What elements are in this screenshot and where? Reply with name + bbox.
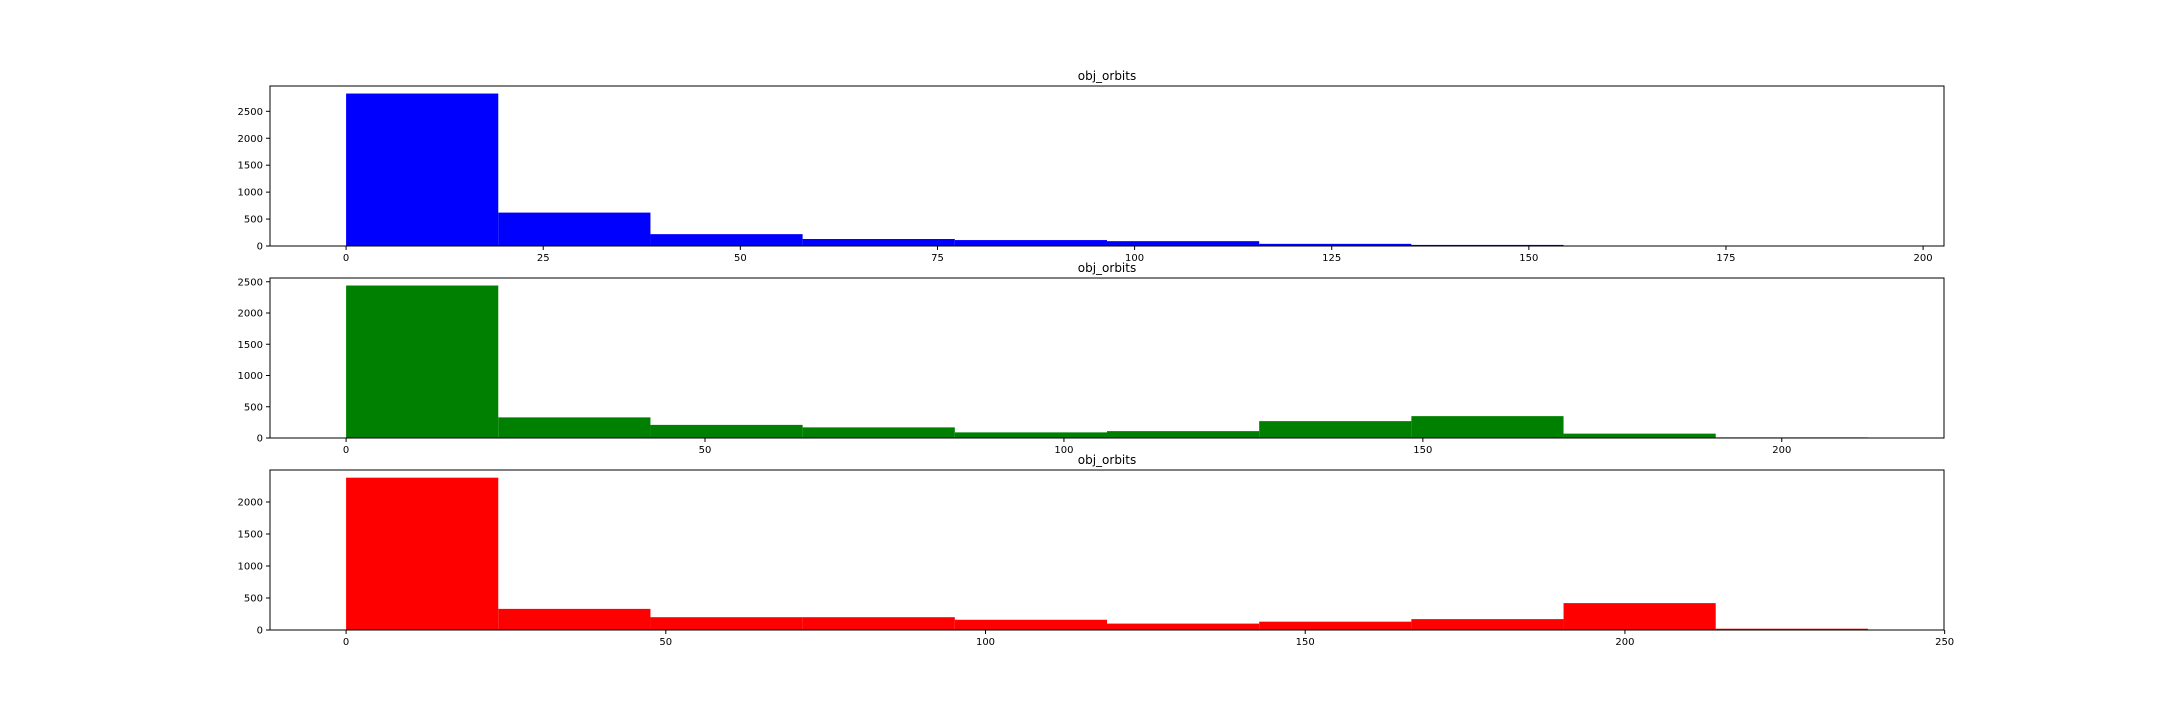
- subplot-3: 0 50 100 150 200 250 0 500 1000 1500 2000 obj_orbit…: [238, 453, 1955, 648]
- y-tick-label: 500: [244, 594, 263, 605]
- subplot-2: 0 50 100 150 20005001000150020002500obj_orbi…: [238, 261, 1945, 456]
- histogram-bar: [1411, 416, 1564, 439]
- y-tick-label: 1000: [238, 188, 263, 199]
- histogram-bar: [1107, 431, 1260, 439]
- x-tick-label: 100: [1054, 445, 1073, 456]
- x-tick-label: 175: [1716, 253, 1735, 264]
- histogram-bar: [346, 477, 499, 630]
- y-tick-label: 1500: [238, 530, 263, 541]
- y-tick-label: 2000: [238, 309, 263, 320]
- y-tick-label: 500: [244, 402, 263, 413]
- y-tick-label: 2000: [238, 498, 263, 509]
- axes-frame: [269, 469, 1945, 631]
- axes-frame: [269, 85, 1945, 247]
- axes-frame: [269, 277, 1945, 439]
- y-tick-label: 2500: [238, 277, 263, 288]
- histogram-bar: [1563, 603, 1716, 630]
- x-tick-label: 150: [1519, 253, 1538, 264]
- x-tick-label: 150: [1296, 637, 1315, 648]
- histogram-bar: [346, 285, 499, 438]
- x-tick-label: 150: [1413, 445, 1432, 456]
- histogram-bar: [954, 240, 1107, 246]
- histogram-bar: [650, 617, 803, 630]
- chart-title: obj_orbits: [1078, 453, 1136, 467]
- histogram-bar: [1411, 619, 1564, 630]
- histogram-bar: [802, 239, 955, 246]
- x-tick-label: 250: [1935, 637, 1954, 648]
- x-tick-label: 75: [931, 253, 944, 264]
- histogram-bar: [1563, 433, 1716, 439]
- histogram-bar: [1107, 241, 1260, 246]
- histogram-bar: [1259, 421, 1412, 439]
- x-tick-label: 50: [699, 445, 712, 456]
- x-tick-label: 50: [734, 253, 747, 264]
- histogram-bar: [498, 417, 651, 439]
- histogram-bar: [650, 234, 803, 246]
- x-tick-label: 0: [343, 253, 349, 264]
- x-tick-label: 0: [343, 445, 349, 456]
- y-tick-label: 500: [244, 215, 263, 226]
- histogram-bar: [954, 619, 1107, 630]
- histogram-bar: [1107, 623, 1260, 630]
- histogram-bar: [1259, 243, 1412, 246]
- x-tick-label: 200: [1772, 445, 1791, 456]
- subplot-1: 0 25 50 75 100 125 150 175 200050010001500200025…: [238, 69, 1945, 264]
- x-tick-label: 100: [1125, 253, 1144, 264]
- x-tick-label: 125: [1322, 253, 1341, 264]
- y-tick-label: 1500: [238, 161, 263, 172]
- chart-title: obj_orbits: [1078, 261, 1136, 275]
- chart-title: obj_orbits: [1078, 69, 1136, 83]
- histogram-bar: [1411, 244, 1564, 246]
- x-tick-label: 50: [659, 637, 672, 648]
- y-tick-label: 1500: [238, 340, 263, 351]
- histogram-bar: [346, 93, 499, 246]
- y-tick-label: 0: [257, 242, 263, 253]
- y-tick-label: 2500: [238, 107, 263, 118]
- x-tick-label: 200: [1914, 253, 1933, 264]
- histogram-bar: [954, 432, 1107, 439]
- x-tick-label: 200: [1615, 637, 1634, 648]
- x-tick-label: 25: [537, 253, 550, 264]
- histogram-bar: [498, 212, 651, 246]
- x-tick-label: 0: [343, 637, 349, 648]
- histogram-bar: [498, 608, 651, 630]
- histogram-bar: [802, 617, 955, 630]
- histogram-bar: [1715, 628, 1868, 630]
- y-tick-label: 1000: [238, 371, 263, 382]
- y-tick-label: 0: [257, 626, 263, 637]
- histogram-bar: [650, 424, 803, 439]
- histogram-bar: [802, 427, 955, 439]
- y-tick-label: 0: [257, 434, 263, 445]
- x-tick-label: 100: [976, 637, 995, 648]
- y-tick-label: 1000: [238, 562, 263, 573]
- histogram-bar: [1259, 621, 1412, 630]
- y-tick-label: 2000: [238, 134, 263, 145]
